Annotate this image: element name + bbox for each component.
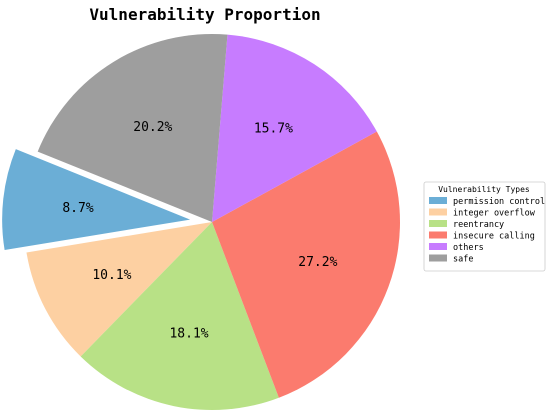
slice-label-others: 15.7% bbox=[254, 121, 293, 136]
legend-swatch-permission-control bbox=[429, 197, 447, 204]
legend-label-reentrancy: reentrancy bbox=[453, 220, 504, 230]
slice-label-permission-control: 8.7% bbox=[62, 201, 93, 216]
chart-title: Vulnerability Proportion bbox=[89, 5, 320, 24]
slice-label-safe: 20.2% bbox=[133, 120, 172, 135]
slice-label-integer-overflow: 10.1% bbox=[92, 268, 131, 283]
pie-slice-insecure-calling bbox=[212, 131, 400, 398]
slice-label-reentrancy: 18.1% bbox=[169, 326, 208, 341]
legend-title: Vulnerability Types bbox=[438, 185, 530, 194]
legend-swatch-reentrancy bbox=[429, 220, 447, 227]
legend-label-safe: safe bbox=[453, 255, 473, 265]
pie-slice-integer-overflow bbox=[26, 222, 213, 357]
legend-swatch-others bbox=[429, 243, 447, 250]
pie-slice-reentrancy bbox=[80, 222, 279, 410]
legend: Vulnerability Types permission control in… bbox=[423, 181, 546, 272]
legend-swatch-insecure-calling bbox=[429, 231, 447, 239]
legend-items: permission control integer overflowreentr… bbox=[429, 197, 545, 265]
legend-label-others: others bbox=[453, 243, 484, 253]
legend-box bbox=[423, 181, 546, 272]
pie-slice-labels: 8.7% 10.1% 18.1% 27.2% 15.7% 20.2% bbox=[62, 120, 337, 341]
pie-slice-permission-control bbox=[2, 149, 191, 251]
legend-swatch-safe bbox=[429, 254, 447, 262]
slice-label-insecure-calling: 27.2% bbox=[298, 255, 337, 270]
pie-slices bbox=[2, 33, 400, 410]
legend-label-integer-overflow: integer overflow bbox=[453, 209, 536, 219]
pie-slice-safe bbox=[37, 33, 228, 222]
legend-label-insecure-calling: insecure calling bbox=[453, 232, 535, 242]
pie-slice-others bbox=[212, 34, 377, 222]
legend-label-permission-control: permission control bbox=[453, 197, 545, 207]
legend-swatch-integer-overflow bbox=[429, 208, 447, 216]
